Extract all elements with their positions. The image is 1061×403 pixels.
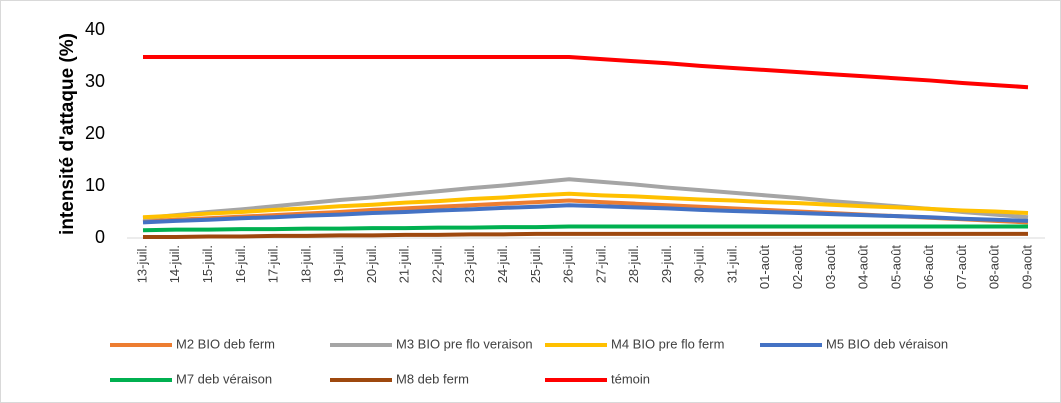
x-tick-label: 02-août [790, 245, 805, 289]
legend-label: M8 deb ferm [396, 371, 469, 386]
x-tick-label: 24-juil. [495, 245, 510, 283]
x-tick-label: 15-juil. [200, 245, 215, 283]
x-tick-label: 14-juil. [167, 245, 182, 283]
x-tick-label: 16-juil. [233, 245, 248, 283]
legend-label: témoin [611, 371, 650, 386]
legend-label: M5 BIO deb véraison [826, 336, 948, 351]
x-tick-label: 19-juil. [331, 245, 346, 283]
series-line [142, 224, 1028, 233]
series-line [143, 231, 1028, 239]
y-tick-label: 40 [85, 19, 105, 39]
x-tick-label: 28-juil. [626, 245, 641, 283]
y-tick-label: 20 [85, 123, 105, 143]
x-tick-label: 22-juil. [429, 245, 444, 283]
x-tick-label: 23-juil. [462, 245, 477, 283]
x-tick-label: 06-août [921, 245, 936, 289]
legend-label: M4 BIO pre flo ferm [611, 336, 724, 351]
y-tick-label: 10 [85, 175, 105, 195]
x-tick-label: 17-juil. [266, 245, 281, 283]
x-tick-label: 13-juil. [134, 245, 149, 283]
legend-label: M3 BIO pre flo veraison [396, 336, 533, 351]
y-axis-label: intensité d'attaque (%) [57, 33, 78, 235]
legend-label: M2 BIO deb ferm [176, 336, 275, 351]
y-tick-label: 30 [85, 71, 105, 91]
y-tick-label: 0 [95, 227, 105, 247]
x-tick-label: 01-août [757, 245, 772, 289]
x-tick-label: 05-août [888, 245, 903, 289]
x-tick-label: 21-juil. [397, 245, 412, 283]
x-tick-label: 07-août [954, 245, 969, 289]
x-tick-label: 04-août [856, 245, 871, 289]
x-tick-label: 08-août [987, 245, 1002, 289]
x-tick-label: 09-août [1019, 245, 1034, 289]
series-line [142, 191, 1029, 220]
x-tick-label: 29-juil. [659, 245, 674, 283]
legend-label: M7 deb véraison [176, 371, 272, 386]
x-tick-label: 31-juil. [724, 245, 739, 283]
x-tick-label: 27-juil. [593, 245, 608, 283]
x-tick-label: 03-août [823, 245, 838, 289]
series-line [143, 55, 1029, 90]
x-tick-label: 20-juil. [364, 245, 379, 283]
x-tick-label: 18-juil. [298, 245, 313, 283]
series-line [142, 203, 1029, 225]
x-tick-label: 25-juil. [528, 245, 543, 283]
x-tick-label: 30-juil. [692, 245, 707, 283]
x-tick-label: 26-juil. [561, 245, 576, 283]
